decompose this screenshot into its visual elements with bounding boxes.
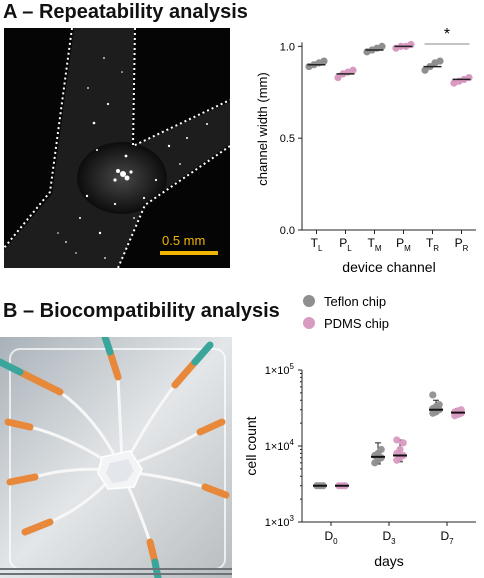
x-tick-label-main: D	[324, 529, 333, 543]
scale-bar	[160, 251, 218, 255]
legend-marker	[303, 317, 315, 329]
y-tick-label: 1×104	[265, 438, 295, 453]
y-tick-exponent: 4	[290, 438, 295, 447]
y-tick-label: 1×103	[265, 514, 295, 529]
data-point	[436, 57, 444, 65]
x-tick-label-main: T	[311, 236, 319, 250]
x-tick-label: TL	[311, 236, 323, 253]
data-point	[334, 73, 342, 82]
x-tick-label-sub: M	[404, 244, 411, 253]
x-tick-label: PL	[339, 236, 352, 253]
x-tick-label-sub: L	[318, 244, 323, 253]
y-tick-base: 1×10	[265, 441, 290, 453]
channel-width-chart: 0.00.51.0TL PL TM PM TR PR*channel width (mm)…	[255, 26, 476, 275]
x-axis-title: days	[374, 553, 404, 569]
data-point	[378, 42, 386, 50]
y-axis-title: cell count	[243, 416, 259, 475]
x-tick-label-sub: 7	[449, 537, 454, 546]
data-point	[393, 436, 401, 444]
y-axis-title: channel width (mm)	[255, 72, 270, 185]
x-tick-label: D7	[440, 529, 454, 546]
data-point	[377, 445, 385, 454]
x-tick-label-sub: R	[433, 244, 439, 253]
y-tick-label: 1×105	[265, 362, 295, 377]
x-axis-title: device channel	[342, 259, 435, 275]
y-tick-exponent: 5	[290, 362, 295, 371]
significance-label: *	[444, 26, 450, 43]
x-tick-label-main: D	[440, 529, 449, 543]
panel-a-title: A – Repeatability analysis	[3, 1, 248, 23]
x-tick-label-sub: 0	[333, 537, 338, 546]
y-tick-base: 1×10	[265, 365, 290, 377]
x-tick-label-sub: R	[463, 244, 469, 253]
y-tick-label: 0.0	[280, 225, 295, 237]
data-point	[320, 57, 328, 65]
x-tick-label-main: D	[382, 529, 391, 543]
chip-photo	[0, 337, 232, 578]
x-tick-label: D3	[382, 529, 396, 546]
x-tick-label: TR	[426, 236, 439, 253]
legend-label: Teflon chip	[324, 294, 386, 309]
scale-bar-label: 0.5 mm	[162, 233, 205, 248]
microscopy-image: 0.5 mm	[4, 28, 230, 268]
x-tick-label-main: P	[396, 236, 404, 250]
x-tick-label-main: P	[455, 236, 463, 250]
data-point	[429, 391, 437, 399]
data-point	[349, 66, 357, 74]
x-tick-label-main: T	[426, 236, 434, 250]
y-tick-label: 1.0	[280, 41, 295, 53]
data-point	[399, 439, 407, 447]
data-point	[435, 401, 443, 409]
data-point	[396, 445, 404, 454]
x-tick-label-main: P	[339, 236, 347, 250]
x-tick-label: D0	[324, 529, 338, 546]
x-tick-label-sub: 3	[391, 537, 396, 546]
legend-label: PDMS chip	[324, 316, 389, 331]
y-tick-exponent: 3	[290, 514, 295, 523]
x-tick-label-sub: M	[375, 244, 382, 253]
data-point	[457, 406, 465, 414]
legend-marker	[303, 295, 315, 307]
x-tick-label: PM	[396, 236, 411, 253]
x-tick-label-main: T	[367, 236, 375, 250]
y-tick-base: 1×10	[265, 517, 290, 529]
x-tick-label: TM	[367, 236, 381, 253]
data-point	[421, 66, 429, 74]
y-tick-label: 0.5	[280, 133, 295, 145]
panel-b-title: B – Biocompatibility analysis	[3, 300, 280, 322]
x-tick-label: PR	[455, 236, 469, 253]
x-tick-label-sub: L	[347, 244, 352, 253]
